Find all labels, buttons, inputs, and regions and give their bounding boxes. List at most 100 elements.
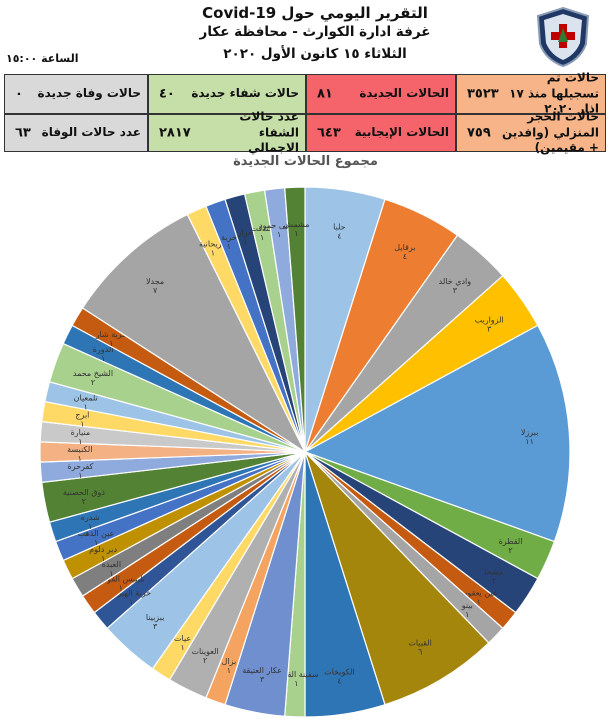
slice-label: بينو: [461, 601, 473, 610]
slice-value: ١: [243, 237, 247, 246]
positive-cases-label: الحالات الإيجابية: [354, 125, 449, 140]
slice-label: ذوق الحصنية: [63, 488, 105, 497]
slice-value: ٧: [153, 286, 158, 295]
home-quarantine-box: حالات الحجر المنزلي (وافدين + مقيمين) ٧٥…: [456, 110, 606, 155]
slice-value: ١: [227, 242, 231, 251]
slice-value: ١: [465, 610, 469, 619]
slice-label: بزال: [222, 657, 237, 666]
slice-value: ١: [78, 454, 82, 463]
slice-value: ١: [180, 643, 184, 652]
slice-label: القطرة: [499, 537, 523, 546]
pie-slice: [304, 451, 490, 706]
slice-label: عين الذهب: [78, 529, 115, 538]
chart-title: مجموع الحالات الجديدة: [233, 154, 378, 169]
slice-label: ابرج: [75, 411, 89, 420]
slice-value: ١: [109, 569, 113, 578]
report-subtitle: غرفة ادارة الكوارث - محافظة عكار: [199, 24, 431, 40]
slice-label: عكار العتيقة: [242, 666, 282, 675]
pie-slice: [303, 324, 571, 543]
slice-label: عندقت: [251, 224, 274, 233]
slice-label: الشيخ محمد: [73, 369, 113, 378]
slice-label: القبيات: [408, 639, 432, 648]
slice-label: مشمش: [283, 220, 309, 229]
slice-value: ٢: [203, 656, 207, 665]
pie-slice: [284, 186, 306, 453]
slice-value: ١: [84, 403, 88, 412]
slice-label: وادي خالد: [439, 277, 472, 286]
slice-value: ١: [80, 420, 84, 429]
slice-value: ١: [101, 354, 105, 363]
slice-label: عين يعقوب: [460, 588, 498, 597]
positive-cases-value: ٦٤٣: [317, 125, 341, 141]
positive-cases-box: الحالات الإيجابية ٦٤٣: [306, 114, 456, 152]
new-cases-label: الحالات الجديدة: [359, 86, 449, 101]
new-recovered-box: حالات شفاء جديدة ٤٠: [148, 74, 306, 114]
slice-value: ١١: [525, 437, 534, 446]
new-deaths-value: ٠: [15, 86, 23, 102]
slice-label: شدره: [81, 513, 100, 522]
slice-value: ١: [78, 471, 82, 480]
civil-defense-shield-logo: [536, 6, 590, 68]
slice-label: منيارة: [71, 428, 91, 437]
slice-value: ١: [101, 554, 105, 563]
total-deaths-label: عدد حالات الوفاة: [41, 125, 141, 140]
total-recovered-box: عدد حالات الشفاء الاجمالي ٢٨١٧: [148, 110, 306, 155]
new-cases-value: ٨١: [317, 86, 333, 102]
slice-label: الكويخات: [324, 668, 355, 677]
slice-value: ١: [294, 679, 298, 688]
slice-label: الدورة: [93, 345, 114, 354]
total-deaths-box: عدد حالات الوفاة ٦٣: [4, 114, 148, 152]
slice-value: ١: [294, 229, 298, 238]
slice-label: دير دلوم: [89, 545, 117, 554]
slice-label: مشتى حمود: [259, 221, 299, 230]
new-cases-box: الحالات الجديدة ٨١: [306, 74, 456, 114]
slice-value: ١: [109, 339, 113, 348]
slice-value: ٤: [337, 231, 341, 240]
total-deaths-value: ٦٣: [15, 125, 31, 141]
home-quarantine-value: ٧٥٩: [467, 125, 491, 141]
slice-value: ١: [260, 233, 264, 242]
slice-label: حلبا: [333, 222, 346, 231]
slice-value: ٦: [418, 648, 422, 657]
slice-value: ١: [88, 522, 92, 531]
slice-value: ٣: [453, 286, 458, 295]
slice-label: مجدلا: [146, 277, 164, 286]
home-quarantine-label: حالات الحجر المنزلي (وافدين + مقيمين): [501, 109, 599, 155]
slice-label: برقايل: [394, 243, 415, 252]
slice-label: الزواريب: [475, 315, 504, 324]
slice-value: ٢: [82, 497, 86, 506]
slice-value: ٤: [403, 252, 407, 261]
slice-value: ٣: [153, 622, 158, 631]
slice-value: ١: [211, 249, 215, 258]
pie-slice: [81, 213, 307, 454]
registered-cases-label: حالات تم تسجيلها منذ ١٧ اذار ٢٠٢٠: [509, 70, 599, 116]
slice-value: ٢: [508, 546, 512, 555]
slice-value: ١: [94, 538, 98, 547]
slice-label: الكنيسة: [67, 445, 92, 454]
slice-label: خربة: [221, 233, 237, 242]
new-deaths-label: حالات وفاة جديدة: [37, 86, 141, 101]
slice-label: الريحانية: [199, 240, 227, 249]
new-recovered-value: ٤٠: [159, 86, 175, 102]
slice-value: ١: [277, 230, 281, 239]
slice-label: مشحا: [485, 567, 504, 576]
slice-value: ٣: [260, 675, 265, 684]
slice-value: ٢: [492, 576, 496, 585]
new-recovered-label: حالات شفاء جديدة: [191, 86, 299, 101]
slice-label: عيات: [174, 634, 191, 643]
registered-cases-value: ٣٥٢٣: [467, 86, 499, 102]
slice-label: خربة الهيري: [111, 588, 151, 597]
slice-label: تلمعيان: [74, 394, 98, 403]
slice-value: ١: [119, 584, 123, 593]
registered-cases-box: حالات تم تسجيلها منذ ١٧ اذار ٢٠٢٠ ٣٥٢٣: [456, 71, 606, 116]
slice-value: ٤: [337, 677, 341, 686]
slice-label: ببرزلا: [521, 428, 538, 437]
slice-value: ١: [477, 597, 481, 606]
slice-label: كفرحرة: [67, 462, 93, 471]
slice-value: ١: [78, 437, 82, 446]
slice-label: تلبيبس الفوقي: [97, 575, 145, 584]
slice-label: خربة شار: [95, 330, 127, 339]
total-recovered-label: عدد حالات الشفاء الاجمالي: [239, 109, 299, 155]
slice-label: العبدة: [102, 560, 121, 569]
